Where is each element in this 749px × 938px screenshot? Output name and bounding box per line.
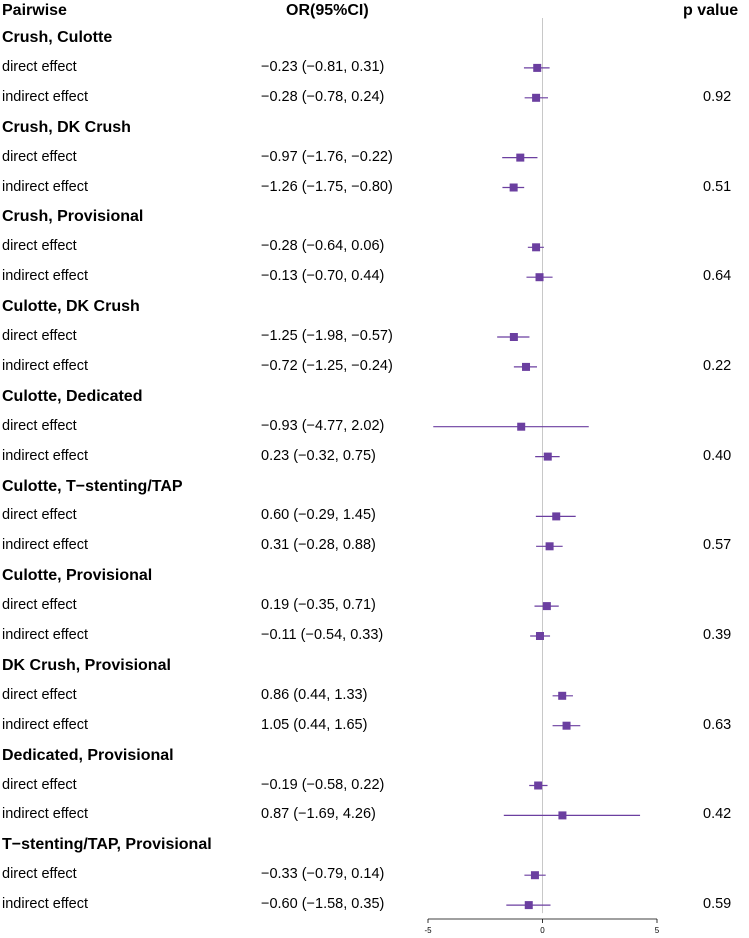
estimate-ci-text: −0.28 (−0.64, 0.06) xyxy=(261,238,385,255)
group-title: Culotte, DK Crush xyxy=(2,298,140,316)
row-label: direct effect xyxy=(2,148,77,165)
row-label: indirect effect xyxy=(2,88,88,105)
header-or-ci: OR(95%CI) xyxy=(286,2,369,19)
x-axis-tick-label: 0 xyxy=(540,926,545,935)
p-value-text: 0.59 xyxy=(703,896,732,913)
p-value-text: 0.92 xyxy=(703,88,732,105)
p-value-text: 0.40 xyxy=(703,447,732,464)
group-title: Culotte, Provisional xyxy=(2,567,153,585)
estimate-ci-text: −0.11 (−0.54, 0.33) xyxy=(261,627,384,643)
row-label: direct effect xyxy=(2,238,77,255)
group-title: Crush, DK Crush xyxy=(2,118,131,136)
estimate-ci-text: 0.23 (−0.32, 0.75) xyxy=(261,447,376,464)
group-title: Crush, Provisional xyxy=(2,208,144,226)
row-label: indirect effect xyxy=(2,178,88,195)
point-estimate-marker xyxy=(545,542,554,551)
row-label: direct effect xyxy=(2,417,77,434)
x-axis-tick-label: 5 xyxy=(655,926,660,935)
point-estimate-marker xyxy=(524,901,533,910)
p-value-text: 0.22 xyxy=(703,357,732,374)
estimate-ci-text: 0.60 (−0.29, 1.45) xyxy=(261,507,376,524)
point-estimate-marker xyxy=(562,721,571,730)
p-value-text: 0.63 xyxy=(703,716,732,733)
row-label: indirect effect xyxy=(2,357,88,374)
estimate-ci-text: 0.87 (−1.69, 4.26) xyxy=(261,806,376,823)
estimate-ci-text: −1.26 (−1.75, −0.80) xyxy=(261,178,393,195)
estimate-ci-text: 1.05 (0.44, 1.65) xyxy=(261,716,368,733)
point-estimate-marker xyxy=(542,602,551,611)
point-estimate-marker xyxy=(535,632,544,640)
point-estimate-marker xyxy=(516,153,525,162)
point-estimate-marker xyxy=(558,691,567,700)
row-label: indirect effect xyxy=(2,716,88,733)
p-value-text: 0.51 xyxy=(703,178,732,195)
estimate-ci-text: −0.97 (−1.76, −0.22) xyxy=(261,148,393,165)
estimate-ci-text: −0.60 (−1.58, 0.35) xyxy=(261,896,385,913)
point-estimate-marker xyxy=(522,362,531,371)
group-title: Culotte, Dedicated xyxy=(2,387,143,405)
group-title: Crush, Culotte xyxy=(2,29,113,46)
point-estimate-marker xyxy=(517,422,526,431)
estimate-ci-text: −0.72 (−1.25, −0.24) xyxy=(261,357,393,374)
estimate-ci-text: 0.19 (−0.35, 0.71) xyxy=(261,597,376,614)
header-p-value: p value xyxy=(683,2,739,19)
estimate-ci-text: −0.93 (−4.77, 2.02) xyxy=(261,417,385,434)
estimate-ci-text: −0.19 (−0.58, 0.22) xyxy=(261,776,385,793)
p-value-text: 0.42 xyxy=(703,806,732,823)
row-label: direct effect xyxy=(2,507,77,524)
row-label: direct effect xyxy=(2,866,77,883)
row-label: indirect effect xyxy=(2,896,88,913)
row-label: direct effect xyxy=(2,597,77,614)
x-axis-tick-label: -5 xyxy=(424,926,432,935)
row-label: indirect effect xyxy=(2,627,88,643)
estimate-ci-text: −0.33 (−0.79, 0.14) xyxy=(261,866,385,883)
estimate-ci-text: 0.31 (−0.28, 0.88) xyxy=(261,537,376,554)
group-title: DK Crush, Provisional xyxy=(2,656,171,674)
point-estimate-marker xyxy=(509,183,518,192)
header-pairwise: Pairwise xyxy=(2,2,67,19)
estimate-ci-text: −0.28 (−0.78, 0.24) xyxy=(261,88,385,105)
row-label: direct effect xyxy=(2,776,77,793)
p-value-text: 0.57 xyxy=(703,537,732,554)
p-value-text: 0.39 xyxy=(703,627,732,643)
group-title: T−stenting/TAP, Provisional xyxy=(2,836,212,854)
group-title: Culotte, T−stenting/TAP xyxy=(2,477,183,495)
estimate-ci-text: −0.13 (−0.70, 0.44) xyxy=(261,268,385,285)
estimate-ci-text: −0.23 (−0.81, 0.31) xyxy=(261,58,385,75)
point-estimate-marker xyxy=(509,333,518,341)
point-estimate-marker xyxy=(532,93,541,102)
row-label: direct effect xyxy=(2,328,77,344)
point-estimate-marker xyxy=(552,512,561,521)
point-estimate-marker xyxy=(535,273,544,282)
point-estimate-marker xyxy=(534,781,543,790)
point-estimate-marker xyxy=(532,243,541,252)
point-estimate-marker xyxy=(543,452,552,461)
point-estimate-marker xyxy=(558,811,567,820)
row-label: indirect effect xyxy=(2,806,88,823)
row-label: indirect effect xyxy=(2,447,88,464)
point-estimate-marker xyxy=(530,871,539,880)
estimate-ci-text: −1.25 (−1.98, −0.57) xyxy=(261,328,393,344)
row-label: direct effect xyxy=(2,58,77,75)
row-label: direct effect xyxy=(2,686,77,703)
p-value-text: 0.64 xyxy=(703,268,732,285)
estimate-ci-text: 0.86 (0.44, 1.33) xyxy=(261,686,368,703)
row-label: indirect effect xyxy=(2,537,88,554)
group-title: Dedicated, Provisional xyxy=(2,746,174,764)
point-estimate-marker xyxy=(533,63,542,72)
row-label: indirect effect xyxy=(2,268,88,285)
